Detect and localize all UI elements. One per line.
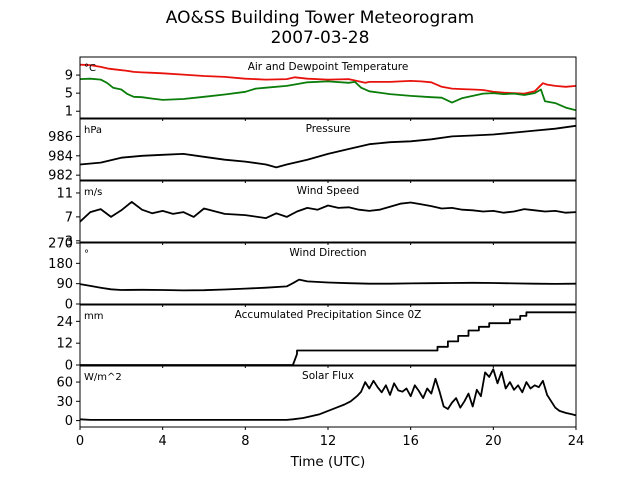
panel-solar_flux: 0 30 60 W/m^2 Solar Flux <box>56 365 577 430</box>
precipitation-series-0 <box>80 311 576 366</box>
temperature-ytick-label: 1 <box>65 105 73 120</box>
precipitation-unit: mm <box>84 311 103 322</box>
temperature-series-1 <box>79 77 577 112</box>
precipitation-ytick-label: 0 <box>65 359 73 374</box>
xtick-label: 12 <box>320 434 337 449</box>
pressure-unit: hPa <box>84 125 102 136</box>
pressure-title: Pressure <box>306 123 351 135</box>
panel-temperature: 1 5 9 °C Air and Dewpoint Temperature <box>65 56 577 121</box>
xtick-label: 4 <box>159 434 167 449</box>
wind_direction-ytick-label: 180 <box>48 257 73 272</box>
solar_flux-ytick-label: 60 <box>56 376 73 391</box>
wind_speed-unit: m/s <box>84 187 102 198</box>
wind_speed-ytick-label: 3 <box>65 234 73 249</box>
panel-pressure: 982 984 986 hPa Pressure <box>48 118 577 184</box>
pressure-ytick-label: 986 <box>48 130 73 145</box>
panel-precipitation: 0 12 24 mm Accumulated Precipitation Since 0… <box>56 304 577 374</box>
temperature-unit: °C <box>84 63 96 74</box>
wind_speed-ytick-label: 11 <box>56 186 73 201</box>
chart-title: AO&SS Building Tower Meteorogram <box>165 8 475 28</box>
wind_speed-title: Wind Speed <box>297 185 360 197</box>
xtick-label: 0 <box>76 434 84 449</box>
wind_direction-ytick-label: 90 <box>56 277 73 292</box>
temperature-ytick-label: 9 <box>65 69 73 84</box>
wind_direction-unit: ° <box>84 249 89 260</box>
solar_flux-title: Solar Flux <box>302 370 354 382</box>
xtick-label: 16 <box>402 434 419 449</box>
pressure-ytick-label: 982 <box>48 169 73 184</box>
solar_flux-ytick-label: 0 <box>65 414 73 429</box>
pressure-ytick-label: 984 <box>48 149 73 164</box>
xtick-label: 20 <box>485 434 502 449</box>
panel-wind_speed: 3 7 11 m/s Wind Speed <box>56 180 577 249</box>
precipitation-title: Accumulated Precipitation Since 0Z <box>235 309 422 321</box>
precipitation-ytick-label: 12 <box>56 337 73 352</box>
solar_flux-ytick-label: 30 <box>56 395 73 410</box>
wind_direction-ytick-label: 0 <box>65 298 73 313</box>
wind_direction-ytick-label: 270 <box>48 237 73 252</box>
temperature-title: Air and Dewpoint Temperature <box>248 61 409 73</box>
panel-wind_direction: 0 90 180 270 ° Wind Direction <box>48 237 577 313</box>
temperature-ytick-label: 5 <box>65 87 73 102</box>
solar_flux-series-0 <box>79 368 577 421</box>
wind_direction-title: Wind Direction <box>289 247 366 259</box>
xtick-label: 8 <box>241 434 249 449</box>
precipitation-ytick-label: 24 <box>56 315 73 330</box>
solar_flux-unit: W/m^2 <box>84 372 122 383</box>
wind_speed-ytick-label: 7 <box>65 210 73 225</box>
pressure-series-0 <box>79 124 577 169</box>
wind_speed-series-0 <box>79 200 577 223</box>
x-axis-label: Time (UTC) <box>290 454 366 470</box>
xtick-label: 24 <box>568 434 585 449</box>
chart-subtitle: 2007-03-28 <box>270 28 370 48</box>
wind_direction-series-0 <box>79 278 577 292</box>
